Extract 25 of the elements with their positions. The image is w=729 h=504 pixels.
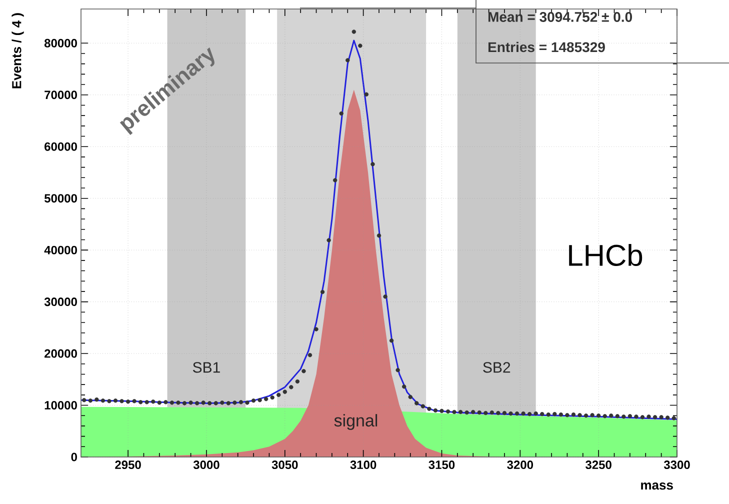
x-tick-label: 3100 <box>350 460 376 470</box>
x-tick-label: 3250 <box>586 460 612 470</box>
y-axis-title: Events / ( 4 ) <box>12 13 24 88</box>
x-tick-label: 3050 <box>272 460 298 470</box>
x-tick-label: 3300 <box>664 460 690 470</box>
y-tick-label: 40000 <box>44 246 77 254</box>
annotation: Mean = 3094.752 ± 0.0 <box>488 12 632 22</box>
x-axis-title: mass <box>641 482 673 490</box>
y-tick-label: 10000 <box>44 401 77 410</box>
band-label: SB2 <box>483 362 510 373</box>
annotation: LHCb <box>569 244 642 266</box>
y-tick-label: 50000 <box>44 194 77 203</box>
y-tick-label: 20000 <box>44 349 77 358</box>
x-tick-label: 3150 <box>428 460 455 470</box>
y-tick-label: 30000 <box>44 298 77 306</box>
y-tick-label: 70000 <box>44 90 77 100</box>
x-tick-label: 2950 <box>115 460 141 470</box>
annotation: signal <box>334 414 378 430</box>
annotation: Entries = 1485329 <box>488 42 605 52</box>
x-tick-label: 3200 <box>507 460 534 470</box>
x-tick-label: 3000 <box>193 460 220 470</box>
y-tick-label: 60000 <box>44 142 77 151</box>
y-tick-label: 80000 <box>44 38 77 48</box>
y-tick-label: 0 <box>71 452 77 462</box>
band-label: SB1 <box>192 362 220 373</box>
